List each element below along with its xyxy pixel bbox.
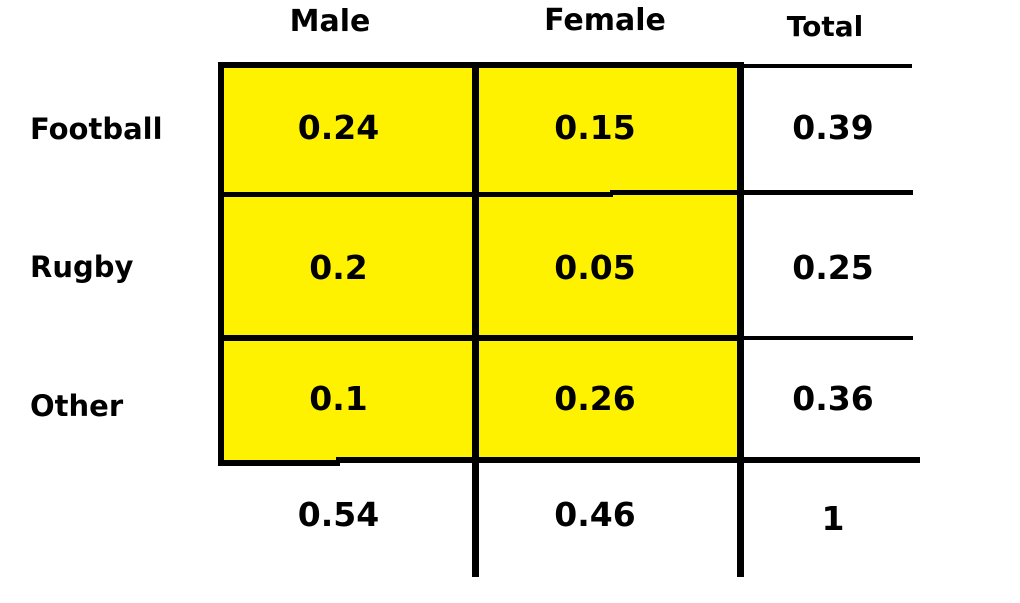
cell-rugby-total: 0.25: [792, 247, 874, 287]
grid-line-top-right: [740, 64, 912, 68]
column-header-female: Female: [544, 2, 666, 38]
cell-football-total: 0.39: [792, 107, 874, 147]
grid-line-bottom-left: [218, 460, 340, 466]
cell-other-female: 0.26: [554, 378, 636, 418]
column-header-total: Total: [786, 9, 864, 43]
row-header-football: Football: [30, 112, 163, 146]
row-header-rugby: Rugby: [30, 250, 134, 284]
column-header-male: Male: [289, 3, 371, 39]
cell-other-male: 0.1: [309, 378, 368, 418]
grid-line-row2-left: [218, 335, 742, 341]
grid-line-row2-right: [740, 336, 913, 340]
cell-other-total: 0.36: [792, 378, 874, 418]
grid-line-row1-right: [610, 190, 913, 195]
grid-line-female-total-divider: [737, 62, 744, 577]
grid-line-left-border: [218, 62, 224, 465]
cell-football-male: 0.24: [297, 107, 380, 147]
cell-grand-total: 1: [821, 498, 845, 538]
cell-football-female: 0.15: [554, 107, 636, 147]
cell-total-female: 0.46: [554, 494, 636, 534]
grid-line-male-female-divider: [472, 62, 479, 577]
grid-line-bottom-right: [336, 457, 920, 463]
highlight-region: [221, 65, 740, 460]
cell-rugby-female: 0.05: [554, 247, 636, 287]
grid-line-top-left: [218, 62, 742, 68]
row-header-other: Other: [30, 389, 124, 423]
cell-rugby-male: 0.2: [309, 247, 368, 287]
cell-total-male: 0.54: [297, 494, 380, 534]
grid-line-row1-left: [218, 192, 613, 197]
